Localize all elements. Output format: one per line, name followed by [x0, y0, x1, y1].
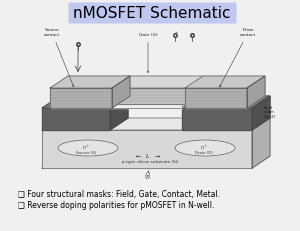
Text: Source
contact: Source contact [44, 28, 74, 87]
Polygon shape [182, 96, 270, 108]
Text: ❑ Reverse doping polarities for pMOSFET in N-well.: ❑ Reverse doping polarities for pMOSFET … [18, 201, 214, 210]
FancyBboxPatch shape [68, 3, 236, 24]
Text: +: + [174, 31, 178, 35]
Polygon shape [50, 88, 112, 108]
Text: Drain (D): Drain (D) [195, 151, 213, 155]
Ellipse shape [58, 140, 118, 156]
Polygon shape [42, 96, 128, 108]
Polygon shape [110, 104, 182, 108]
Text: $\leftarrow$  $L$  $\rightarrow$: $\leftarrow$ $L$ $\rightarrow$ [134, 152, 162, 160]
Polygon shape [182, 108, 252, 130]
Ellipse shape [175, 140, 235, 156]
Text: Field
oxide
(SiO2): Field oxide (SiO2) [264, 106, 276, 119]
Text: Gate (G): Gate (G) [139, 33, 157, 73]
Text: Source (S): Source (S) [76, 151, 96, 155]
Polygon shape [106, 88, 186, 104]
Polygon shape [110, 96, 128, 130]
Polygon shape [185, 76, 265, 88]
Polygon shape [186, 76, 204, 104]
Text: $n^+$: $n^+$ [82, 143, 90, 152]
Polygon shape [42, 118, 270, 130]
Polygon shape [50, 76, 130, 88]
Text: Drain
contact: Drain contact [220, 28, 256, 87]
Polygon shape [106, 76, 204, 88]
Text: nMOSFET Schematic: nMOSFET Schematic [73, 6, 231, 21]
Polygon shape [42, 156, 270, 168]
Text: -: - [192, 31, 194, 35]
Polygon shape [185, 88, 247, 108]
Polygon shape [252, 96, 270, 130]
Polygon shape [42, 130, 252, 168]
Polygon shape [247, 76, 265, 108]
Text: $n^+$: $n^+$ [200, 143, 208, 152]
Text: ❑ Four structural masks: Field, Gate, Contact, Metal.: ❑ Four structural masks: Field, Gate, Co… [18, 190, 220, 199]
Polygon shape [42, 108, 110, 130]
Text: O: O [146, 172, 150, 177]
Text: $V_S$: $V_S$ [144, 173, 152, 182]
Polygon shape [252, 118, 270, 168]
Polygon shape [112, 76, 130, 108]
Polygon shape [110, 92, 200, 104]
Text: p-type silicon substrate (Si): p-type silicon substrate (Si) [122, 160, 178, 164]
